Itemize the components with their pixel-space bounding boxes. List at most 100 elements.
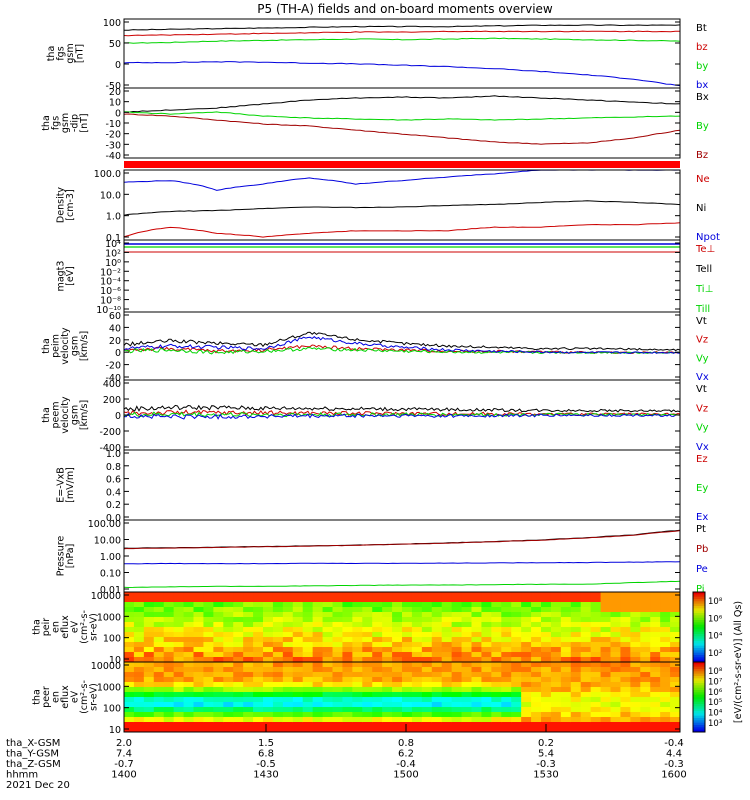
heatmap-cell xyxy=(352,687,363,693)
colorbar-tick-label: 10⁶ xyxy=(708,688,723,698)
heatmap-cell xyxy=(560,662,572,668)
heatmap-cell xyxy=(451,727,463,733)
heatmap-cell xyxy=(332,637,343,643)
heatmap-cell xyxy=(550,617,562,623)
heatmap-cell xyxy=(243,657,254,663)
heatmap-cell xyxy=(560,607,572,613)
heatmap-cell xyxy=(600,607,611,613)
heatmap-cell xyxy=(431,662,443,668)
heatmap-cell xyxy=(580,627,592,633)
heatmap-cell xyxy=(600,592,611,598)
heatmap-cell xyxy=(541,622,552,628)
heatmap-cell xyxy=(481,702,492,708)
heatmap-cell xyxy=(213,597,224,603)
heatmap-cell xyxy=(620,702,631,708)
heatmap-cell xyxy=(223,677,234,683)
legend-entry: Ey xyxy=(696,483,708,494)
heatmap-cell xyxy=(640,677,651,683)
heatmap-cell xyxy=(580,652,592,658)
heatmap-cell xyxy=(660,672,671,678)
legend-entry: Ne xyxy=(696,174,710,185)
legend-entry: Pe xyxy=(696,564,708,575)
heatmap-cell xyxy=(670,622,681,628)
heatmap-cell xyxy=(501,682,512,688)
heatmap-cell xyxy=(203,722,214,728)
heatmap-cell xyxy=(193,592,204,598)
heatmap-cell xyxy=(640,607,651,613)
heatmap-cell xyxy=(143,677,155,683)
heatmap-cell xyxy=(421,597,433,603)
colorbar-swatch xyxy=(693,617,705,621)
heatmap-cell xyxy=(124,627,135,633)
heatmap-cell xyxy=(541,677,552,683)
heatmap-cell xyxy=(610,632,621,638)
heatmap-cell xyxy=(511,682,522,688)
heatmap-cell xyxy=(382,642,393,648)
heatmap-cell xyxy=(521,707,532,713)
heatmap-cell xyxy=(153,687,165,693)
heatmap-cell xyxy=(620,607,631,613)
heatmap-cell xyxy=(431,647,443,653)
heatmap-cell xyxy=(173,627,185,633)
heatmap-cell xyxy=(223,647,234,653)
heatmap-cell xyxy=(352,642,363,648)
heatmap-cell xyxy=(392,637,403,643)
heatmap-cell xyxy=(610,602,621,608)
heatmap-cell xyxy=(640,667,651,673)
heatmap-cell xyxy=(352,707,363,713)
heatmap-cell xyxy=(362,652,373,658)
heatmap-cell xyxy=(183,622,194,628)
heatmap-cell xyxy=(322,722,333,728)
heatmap-cell xyxy=(382,677,393,683)
heatmap-cell xyxy=(541,692,552,698)
heatmap-cell xyxy=(402,687,413,693)
heatmap-cell xyxy=(501,647,512,653)
heatmap-cell xyxy=(600,627,611,633)
heatmap-cell xyxy=(531,677,542,683)
heatmap-cell xyxy=(491,677,502,683)
x-row-value: -0.3 xyxy=(664,759,684,770)
heatmap-cell xyxy=(541,667,552,673)
heatmap-cell xyxy=(352,597,363,603)
y-axis-label: gsm xyxy=(65,43,76,63)
heatmap-cell xyxy=(362,622,373,628)
heatmap-cell xyxy=(491,702,502,708)
heatmap-cell xyxy=(124,612,135,618)
heatmap-cell xyxy=(550,682,562,688)
panel-10: 10000100010010thapeerenefluxeV(cm²-s-sr-… xyxy=(32,661,681,736)
heatmap-cell xyxy=(531,647,542,653)
heatmap-cell xyxy=(342,712,353,718)
heatmap-cell xyxy=(560,702,572,708)
x-row-value: -0.4 xyxy=(664,738,684,749)
heatmap-cell xyxy=(402,697,413,703)
heatmap-cell xyxy=(471,612,482,618)
heatmap-cell xyxy=(133,717,145,723)
heatmap-cell xyxy=(312,612,324,618)
heatmap-cell xyxy=(233,672,244,678)
heatmap-cell xyxy=(550,702,562,708)
heatmap-cell xyxy=(124,637,135,643)
heatmap-cell xyxy=(143,627,155,633)
heatmap-cell xyxy=(560,682,572,688)
heatmap-cell xyxy=(441,687,453,693)
heatmap-cell xyxy=(451,682,463,688)
heatmap-cell xyxy=(580,717,592,723)
heatmap-cell xyxy=(600,707,611,713)
heatmap-cell xyxy=(263,652,274,658)
y-tick-label: 1.0 xyxy=(106,212,121,223)
heatmap-cell xyxy=(362,727,373,733)
y-tick-label: 10² xyxy=(105,248,121,259)
heatmap-cell xyxy=(481,707,492,713)
heatmap-cell xyxy=(124,707,135,713)
heatmap-cell xyxy=(471,597,482,603)
heatmap-cell xyxy=(213,662,224,668)
heatmap-cell xyxy=(670,642,681,648)
heatmap-cell xyxy=(282,667,294,673)
heatmap-cell xyxy=(441,727,453,733)
heatmap-cell xyxy=(531,667,542,673)
heatmap-cell xyxy=(521,717,532,723)
heatmap-cell xyxy=(133,682,145,688)
heatmap-cell xyxy=(382,617,393,623)
heatmap-cell xyxy=(590,667,602,673)
heatmap-cell xyxy=(292,687,304,693)
